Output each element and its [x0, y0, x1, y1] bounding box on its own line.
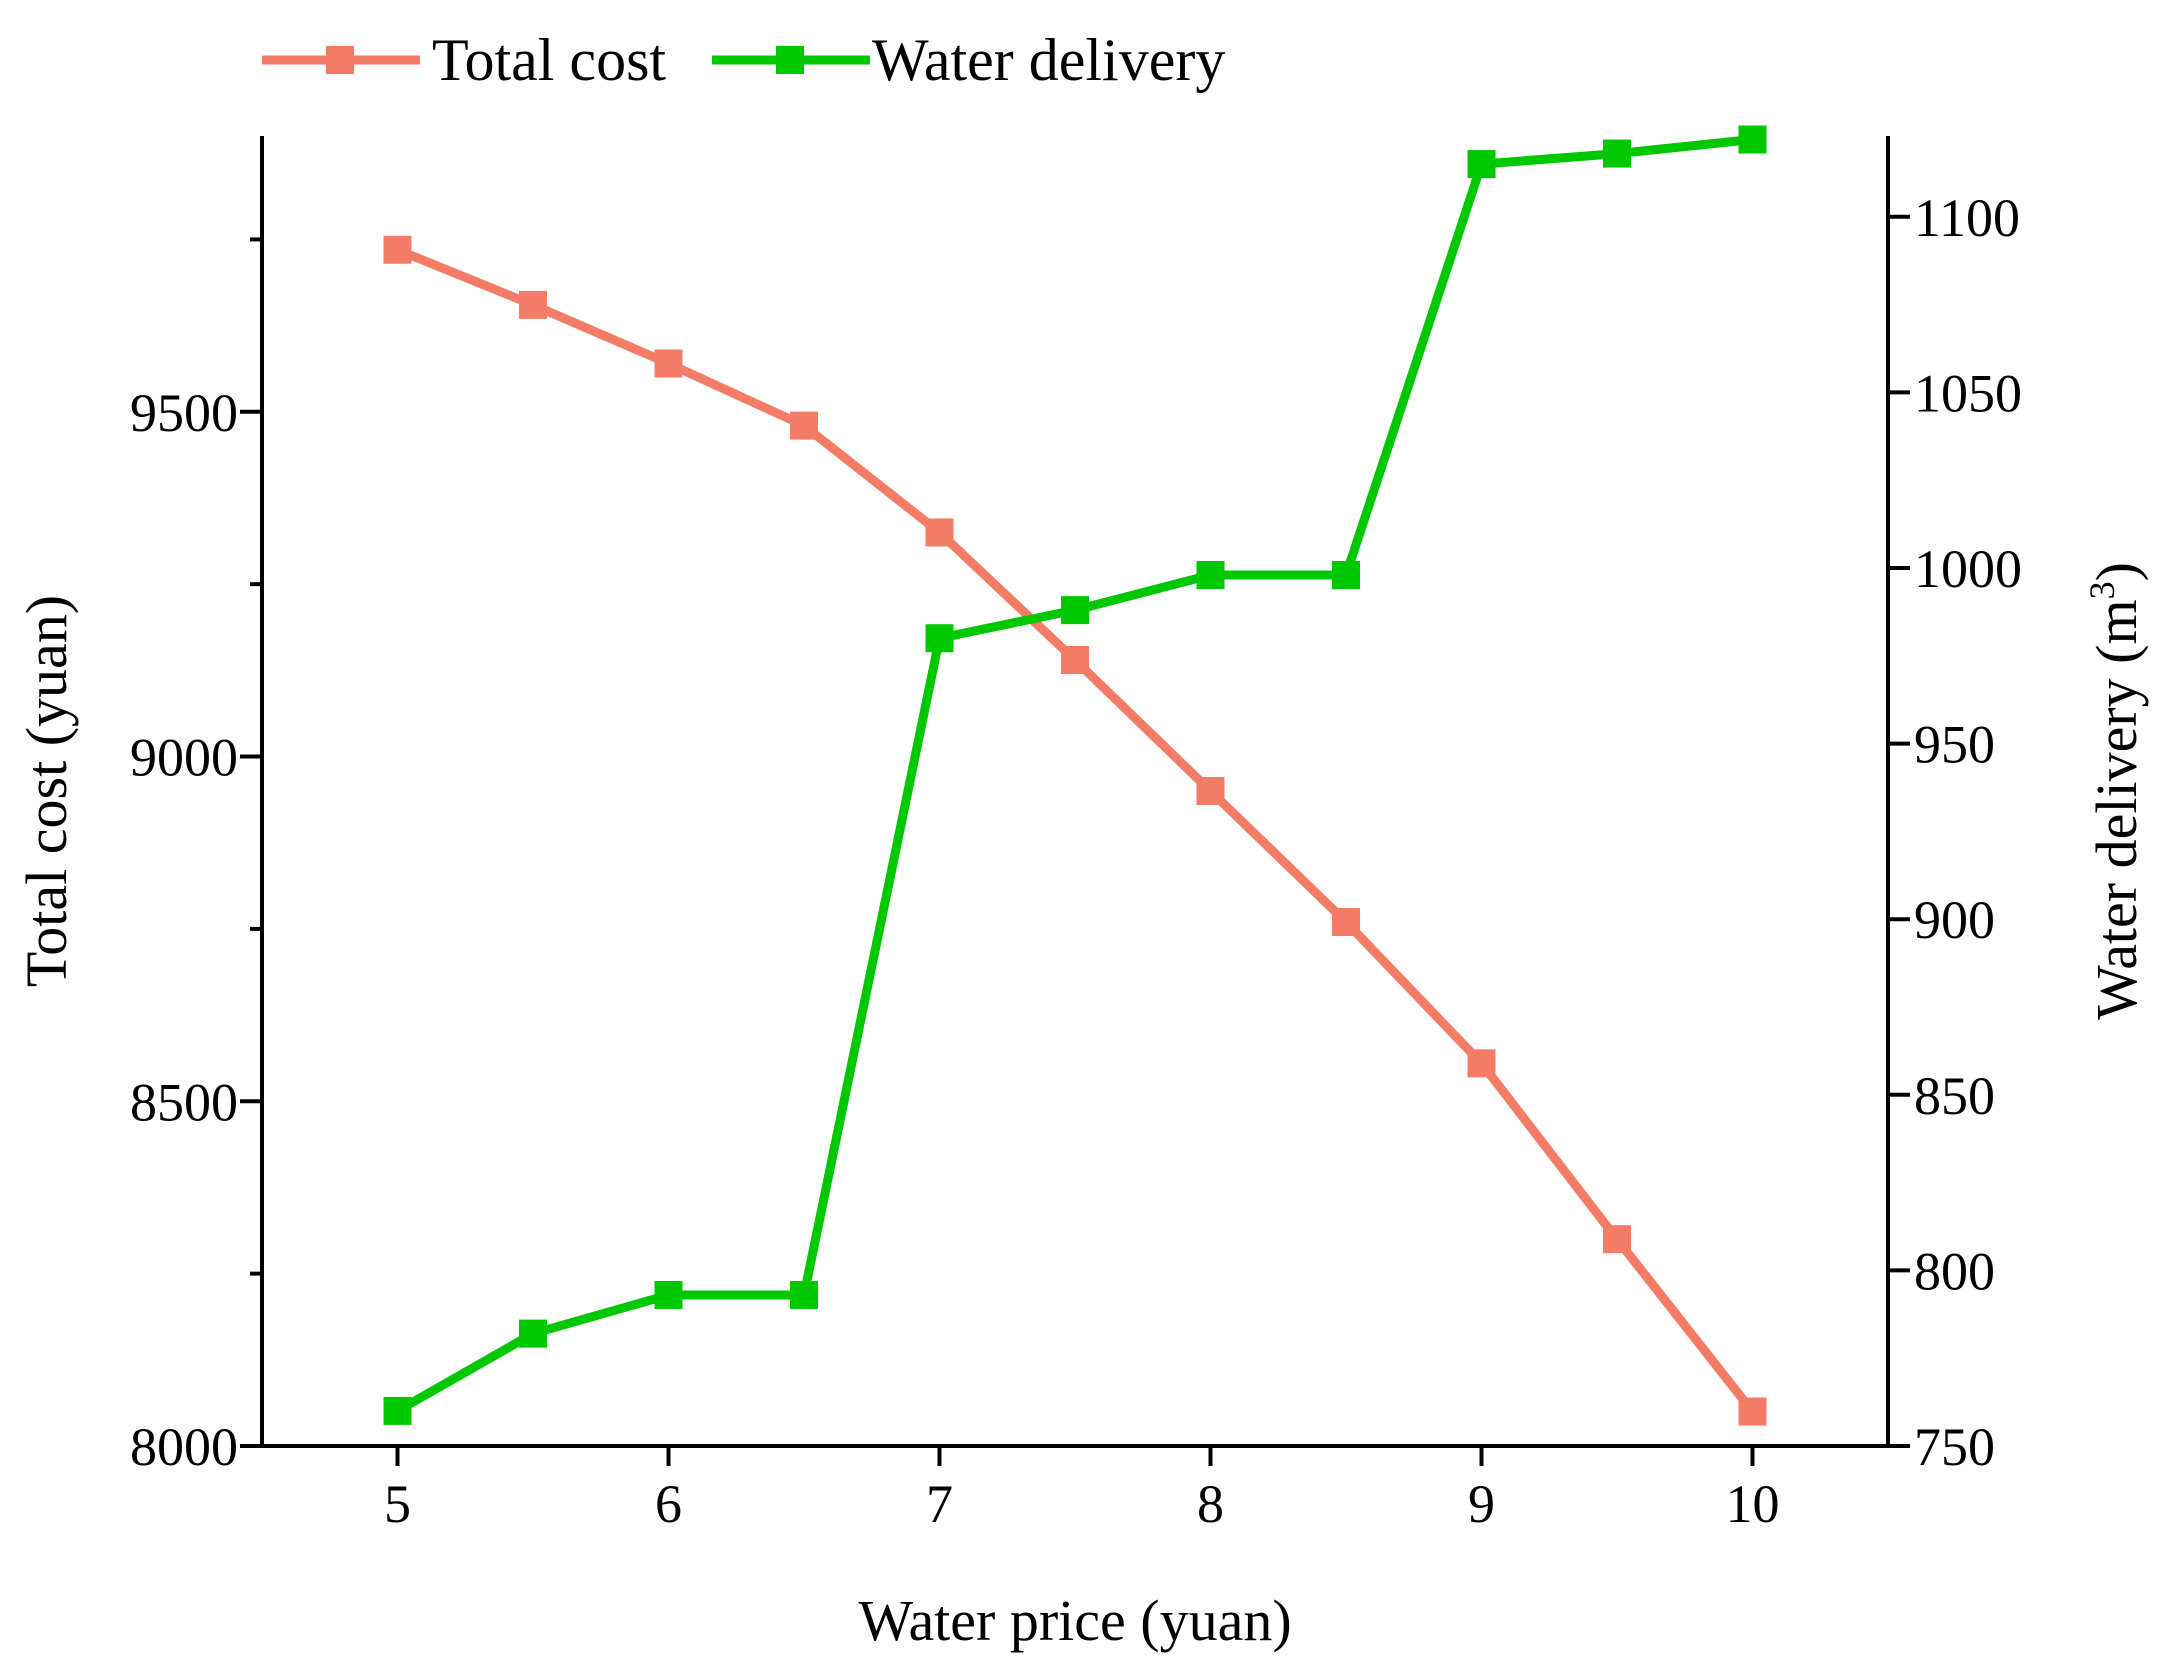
legend-swatch-total-cost-marker — [326, 46, 354, 74]
data-point-water-delivery — [1061, 596, 1089, 625]
right-y-axis-title-sup: 3 — [2082, 581, 2122, 599]
data-point-water-delivery — [1603, 139, 1631, 168]
data-point-total-cost — [383, 235, 412, 264]
data-point-total-cost — [925, 518, 954, 547]
data-point-water-delivery — [1196, 561, 1225, 590]
legend-entry-water-delivery: Water delivery — [712, 27, 1225, 93]
x-tick-label: 6 — [655, 1474, 682, 1534]
legend-label-total-cost: Total cost — [432, 27, 666, 93]
data-point-water-delivery — [1467, 150, 1496, 179]
right-y-tick-label: 800 — [1914, 1241, 1995, 1301]
right-y-tick-label: 900 — [1914, 890, 1995, 950]
data-point-water-delivery — [925, 624, 954, 653]
x-axis-title: Water price (yuan) — [858, 1588, 1291, 1653]
right-y-axis-title-main: Water delivery (m — [2084, 599, 2149, 1019]
legend-swatch-water-delivery-marker — [776, 46, 804, 74]
x-tick-label: 8 — [1197, 1474, 1224, 1534]
right-y-tick-label: 850 — [1914, 1066, 1995, 1126]
right-y-tick-label: 1100 — [1914, 188, 2020, 248]
data-point-total-cost — [1196, 777, 1225, 805]
x-tick-label: 10 — [1726, 1474, 1780, 1534]
left-y-tick-label: 9500 — [130, 383, 238, 443]
left-y-tick-label: 8000 — [130, 1417, 238, 1477]
data-point-total-cost — [519, 290, 547, 319]
legend-entry-total-cost: Total cost — [262, 27, 666, 93]
legend-label-water-delivery: Water delivery — [872, 27, 1225, 93]
ticks: 5 6 7 8 9 10 8000 8500 9000 9500 750 800 850 900 950 10… — [130, 188, 2022, 1534]
legend: Total cost Water delivery — [262, 27, 1225, 93]
data-point-water-delivery — [383, 1396, 412, 1425]
data-point-total-cost — [1332, 908, 1360, 936]
data-point-total-cost — [1061, 646, 1089, 674]
series — [383, 125, 1767, 1426]
right-y-tick-label: 750 — [1914, 1417, 1995, 1477]
data-point-total-cost — [1467, 1049, 1496, 1078]
left-y-tick-label: 9000 — [130, 728, 238, 788]
right-y-tick-label: 950 — [1914, 715, 1995, 775]
x-tick-label: 5 — [384, 1474, 411, 1534]
data-point-water-delivery — [1738, 125, 1767, 154]
data-point-water-delivery — [1332, 561, 1360, 590]
right-y-tick-label: 1050 — [1914, 363, 2022, 423]
right-y-axis-title-close: ) — [2084, 562, 2149, 581]
data-point-total-cost — [1603, 1225, 1631, 1254]
data-point-water-delivery — [519, 1319, 547, 1348]
left-y-axis-title: Total cost (yuan) — [14, 595, 79, 987]
data-point-total-cost — [654, 349, 683, 378]
right-y-tick-label: 1000 — [1914, 539, 2022, 599]
x-tick-label: 9 — [1468, 1474, 1495, 1534]
data-point-water-delivery — [654, 1280, 683, 1309]
data-point-water-delivery — [790, 1280, 818, 1309]
series-line-total-cost — [393, 245, 1757, 1416]
x-tick-label: 7 — [926, 1474, 953, 1534]
data-point-total-cost — [1738, 1397, 1767, 1426]
data-point-total-cost — [790, 411, 818, 440]
right-y-axis-title: Water delivery (m3) — [2082, 562, 2149, 1020]
left-y-tick-label: 8500 — [130, 1072, 238, 1132]
